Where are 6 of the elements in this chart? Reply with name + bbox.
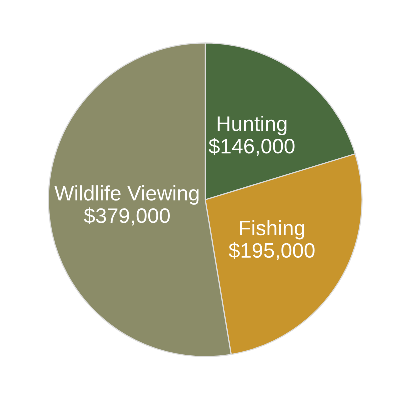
slice-label: Hunting: [218, 116, 287, 136]
data-label: $379,000: [84, 208, 170, 226]
data-label: $146,000: [208, 138, 295, 156]
slice-label: Fishing: [240, 220, 304, 240]
slice-label: Wildlife Viewing: [54, 186, 199, 205]
data-label: $195,000: [228, 242, 315, 261]
